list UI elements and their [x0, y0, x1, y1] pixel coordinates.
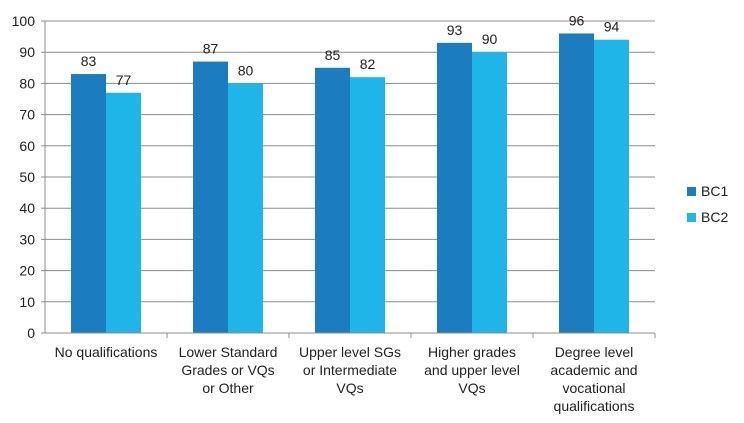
data-label: 90 [482, 31, 498, 47]
bar-bc2 [228, 83, 263, 334]
y-tick-label: 40 [19, 200, 35, 216]
data-label: 77 [116, 72, 132, 88]
y-tick-label: 60 [19, 138, 35, 154]
y-tick-label: 0 [27, 325, 35, 341]
data-label: 80 [238, 62, 254, 78]
bar-bc1 [315, 67, 350, 334]
data-label: 87 [203, 41, 219, 57]
x-category-label: Higher grades and upper level VQs [424, 344, 520, 396]
legend-label-bc1: BC1 [701, 183, 728, 199]
x-category-label: Degree level academic and vocational qualif… [550, 344, 637, 414]
y-tick-label: 80 [19, 75, 35, 91]
data-label: 82 [360, 56, 376, 72]
bar-bc2 [106, 92, 141, 333]
data-label: 85 [325, 47, 341, 63]
x-category-label: No qualifications [55, 344, 158, 360]
y-tick-label: 20 [19, 263, 35, 279]
bar-bc1 [437, 42, 472, 334]
legend-label-bc2: BC2 [701, 209, 728, 225]
bar-bc1 [193, 61, 228, 334]
data-label: 96 [569, 12, 585, 28]
data-label: 93 [447, 22, 463, 38]
data-label: 94 [604, 19, 620, 35]
legend-swatch-bc2 [687, 213, 696, 222]
legend: BC1 BC2 [687, 183, 728, 225]
y-tick-label: 50 [19, 169, 35, 185]
y-tick-label: 30 [19, 231, 35, 247]
y-tick-label: 90 [19, 44, 35, 60]
labels: 83 77 No qualifications 87 80 Lower Standard G… [55, 12, 638, 414]
bars [71, 33, 629, 334]
bar-bc2 [594, 39, 629, 333]
axes: 0 10 20 30 40 50 60 70 80 90 100 [12, 13, 656, 341]
y-tick-label: 100 [12, 13, 36, 29]
bar-bc2 [350, 77, 385, 333]
y-tick-label: 10 [19, 294, 35, 310]
bar-bc2 [472, 52, 507, 333]
legend-swatch-bc1 [687, 187, 696, 196]
bar-bc1 [559, 33, 594, 333]
y-tick-label: 70 [19, 107, 35, 123]
x-category-label: Lower Standard Grades or VQs or Other [179, 344, 278, 396]
data-label: 83 [81, 53, 97, 69]
bar-bc1 [71, 74, 106, 333]
x-category-label: Upper level SGs or Intermediate VQs [299, 344, 401, 396]
